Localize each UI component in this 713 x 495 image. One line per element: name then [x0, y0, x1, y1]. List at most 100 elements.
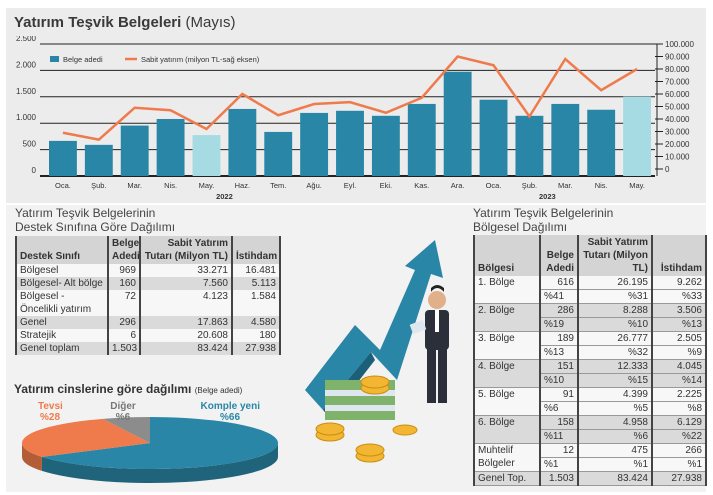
table-cell: 12.333 — [577, 359, 652, 374]
pie-slice — [41, 417, 278, 469]
table-cell: 2.505 — [651, 331, 707, 346]
support-title-line2: Destek Sınıfına Göre Dağılımı — [15, 220, 176, 234]
table-row: 4. Bölge 151 12.333 4.045 — [473, 359, 707, 388]
table-row-share: %13 %32 %9 — [474, 345, 707, 360]
table-cell: 83.424 — [139, 342, 232, 355]
table-cell: 1.503 — [539, 471, 578, 486]
table-row: Bölgesel 969 33.271 16.481 — [15, 264, 281, 277]
table-cell: %33 — [651, 289, 707, 304]
left-axis-tick: 500 — [23, 140, 37, 149]
legend-swatch-bar — [50, 56, 59, 62]
table-cell: %14 — [651, 373, 707, 388]
table-row: Genel toplam 1.503 83.424 27.938 — [15, 342, 281, 355]
pie-label: Diğer — [110, 401, 136, 412]
table-cell: 16.481 — [231, 264, 281, 277]
table-cell: Bölgesel- Alt bölge — [15, 277, 108, 290]
col-header: İstihdam — [231, 236, 281, 264]
table-row: Bölgesel- Alt bölge 160 7.560 5.113 — [15, 277, 281, 290]
table-cell: %31 — [577, 289, 652, 304]
region-table: Bölgesi Belge Adedi Sabit Yatırım Tutarı… — [473, 235, 707, 486]
x-tick-label: Haz. — [235, 181, 250, 190]
x-tick-label: Nis. — [164, 181, 177, 190]
year-label: 2022 — [216, 192, 233, 201]
right-axis-tick: 80.000 — [665, 65, 690, 74]
region-title-line2: Bölgesel Dağılımı — [473, 220, 568, 234]
table-cell: 1.584 — [231, 290, 281, 316]
bar — [623, 96, 651, 176]
table-cell: 3. Bölge — [473, 331, 540, 360]
left-axis-tick: 1.500 — [16, 87, 37, 96]
bar — [551, 103, 580, 176]
x-tick-label: Ağu. — [306, 181, 321, 190]
table-cell: 158 — [539, 415, 578, 430]
table-cell: Genel toplam — [15, 342, 108, 355]
support-table-title: Yatırım Teşvik Belgelerinin Destek Sınıf… — [15, 206, 175, 234]
table-cell: Stratejik — [15, 329, 108, 342]
table-cell: 180 — [231, 329, 281, 342]
table-cell: %9 — [651, 345, 707, 360]
bar — [515, 115, 544, 176]
table-cell: %11 — [539, 429, 578, 444]
table-cell: 6. Bölge — [473, 415, 540, 444]
table-cell: 72 — [107, 290, 140, 316]
x-tick-label: May. — [629, 181, 645, 190]
table-cell: Muhtelif Bölgeler — [473, 443, 540, 472]
table-row: 2. Bölge 286 8.288 3.506 — [473, 303, 707, 332]
bar — [192, 135, 221, 176]
col-header: Bölgesi — [473, 235, 540, 276]
table-cell: 5.113 — [231, 277, 281, 290]
pie-percent: %66 — [220, 412, 240, 423]
table-cell: %6 — [577, 429, 652, 444]
table-cell: 26.195 — [577, 276, 652, 290]
table-cell: 3.506 — [651, 303, 707, 318]
pie-percent: %6 — [116, 412, 131, 423]
table-cell: 91 — [539, 387, 578, 402]
x-tick-label: Şub. — [91, 181, 106, 190]
businessman-icon — [409, 285, 449, 403]
table-row: 6. Bölge 158 4.958 6.129 — [473, 415, 707, 444]
support-title-line1: Yatırım Teşvik Belgelerinin — [15, 206, 156, 220]
x-tick-label: Nis. — [595, 181, 608, 190]
table-row: Muhtelif Bölgeler 12 475 266 — [473, 443, 707, 472]
growth-illustration — [305, 240, 449, 463]
bar — [300, 112, 329, 176]
table-cell: 17.863 — [139, 316, 232, 329]
right-axis-tick: 70.000 — [665, 78, 690, 87]
table-cell: 5. Bölge — [473, 387, 540, 416]
year-label: 2023 — [539, 192, 556, 201]
table-cell: 20.608 — [139, 329, 232, 342]
table-cell: Bölgesel — [15, 264, 108, 277]
table-cell: 7.560 — [139, 277, 232, 290]
table-cell: 4.399 — [577, 387, 652, 402]
table-cell: %10 — [577, 317, 652, 332]
table-row: 5. Bölge 91 4.399 2.225 — [473, 387, 707, 416]
bar — [479, 99, 508, 176]
region-table-title: Yatırım Teşvik Belgelerinin Bölgesel Dağ… — [473, 206, 613, 234]
table-row-share: %6 %5 %8 — [474, 401, 707, 416]
pie-chart: Komple yeni%66 Tevsi%28 Diğer%6 — [22, 401, 278, 483]
bar — [228, 108, 257, 176]
bar — [336, 110, 364, 176]
table-cell: Genel Top. — [473, 471, 540, 486]
table-cell: 4. Bölge — [473, 359, 540, 388]
table-cell: 83.424 — [577, 471, 652, 486]
right-axis-tick: 20.000 — [665, 140, 690, 149]
table-row-share: %19 %10 %13 — [474, 317, 707, 332]
pie-label: Komple yeni — [201, 401, 261, 412]
table-row: Bölgesel - Öncelikli yatırım 72 4.123 1.584 — [15, 290, 281, 316]
legend-label: Belge adedi — [63, 55, 103, 64]
table-cell: %8 — [651, 401, 707, 416]
title-sub: (Mayıs) — [185, 14, 236, 31]
table-cell: 1.503 — [107, 342, 140, 355]
bar — [443, 71, 472, 176]
table-cell: 27.938 — [651, 471, 707, 486]
table-cell: %22 — [651, 429, 707, 444]
right-axis-tick: 50.000 — [665, 103, 690, 112]
table-cell: 9.262 — [651, 276, 707, 290]
x-tick-label: Kas. — [414, 181, 429, 190]
page-title: Yatırım Teşvik Belgeleri (Mayıs) — [14, 14, 235, 31]
x-tick-label: Mar. — [127, 181, 142, 190]
table-row: Stratejik 6 20.608 180 — [15, 329, 281, 342]
table-cell: %15 — [577, 373, 652, 388]
legend-label: Sabit yatırım (milyon TL-sağ eksen) — [141, 55, 260, 64]
